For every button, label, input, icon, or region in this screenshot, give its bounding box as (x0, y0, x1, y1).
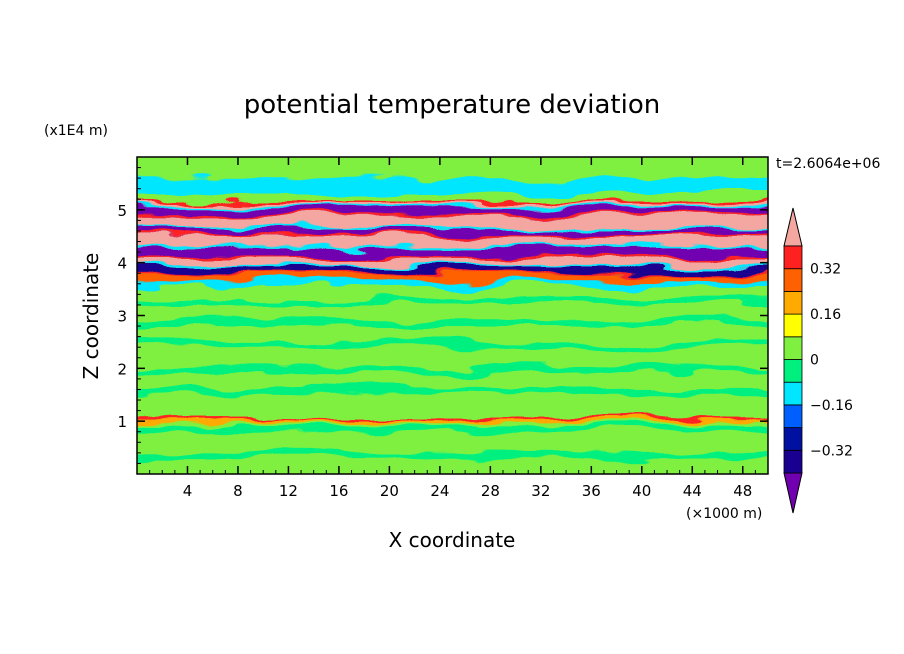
contour-region-low-0 (137, 451, 768, 459)
x-tick-label: 28 (481, 482, 500, 500)
colorbar-swatch (783, 449, 803, 474)
x-axis-label: X coordinate (389, 528, 516, 552)
colorbar-swatch (783, 336, 803, 360)
contour-band-edge-1 (137, 205, 768, 208)
contour-band-edge-9 (137, 417, 768, 420)
contour-region-low-4 (137, 340, 768, 348)
colorbar-swatch (783, 245, 803, 270)
colorbar-label: 0.32 (810, 262, 841, 278)
colorbar-under-arrow (783, 472, 803, 514)
x-tick-label: 16 (329, 482, 348, 500)
colorbar-swatch (783, 359, 803, 383)
time-label: t=2.6064e+06 (776, 156, 880, 172)
contour-band-edge-4 (137, 234, 768, 237)
contour-band-edge-8 (137, 273, 768, 276)
colorbar-swatch (783, 268, 803, 292)
contour-band-edge-6 (137, 255, 768, 258)
colorbar-label: −0.32 (810, 443, 853, 459)
x-tick-label: 44 (683, 482, 702, 500)
contour-region-low-2 (137, 388, 768, 395)
contour-band-9 (137, 419, 768, 423)
x-tick-label: 8 (233, 482, 243, 500)
plot-area (137, 157, 768, 474)
contour-band-8 (137, 275, 768, 282)
contour-band-edge-7 (137, 264, 768, 267)
chart-title: potential temperature deviation (244, 90, 660, 120)
y-unit-label: (x1E4 m) (44, 123, 108, 139)
contour-region-1 (137, 286, 768, 422)
colorbar-label: 0.16 (810, 307, 841, 323)
contour-region-low-5 (137, 319, 768, 327)
x-unit-label: (×1000 m) (686, 506, 762, 522)
contour-band-5 (137, 246, 768, 258)
colorbar-swatch (783, 404, 803, 428)
colorbar-swatch (783, 427, 803, 451)
x-tick-label: 4 (183, 482, 193, 500)
colorbar-over-arrow (783, 207, 803, 247)
contour-band-3 (137, 229, 768, 238)
contour-band-4 (137, 236, 768, 247)
y-axis-label: Z coordinate (79, 253, 103, 380)
x-tick-label: 36 (582, 482, 601, 500)
contour-band-6 (137, 257, 768, 268)
y-tick-label: 3 (117, 308, 127, 326)
contour-band-1 (137, 207, 768, 218)
x-tick-label: 24 (430, 482, 449, 500)
contour-band-edge-5 (137, 244, 768, 247)
colorbar: 0.32 0.16 0 −0.16 −0.32 (783, 207, 853, 514)
contour-band-edge-3 (137, 227, 768, 230)
x-tick-label: 48 (733, 482, 752, 500)
contour-band-2 (137, 216, 768, 230)
contour-region-low-3 (137, 367, 768, 374)
y-tick-label: 4 (117, 255, 127, 273)
contour-fill (137, 157, 768, 474)
contour-region-2 (137, 277, 768, 287)
contour-region-4 (137, 178, 768, 194)
y-axis: 1 2 3 4 5 (117, 167, 768, 464)
colorbar-swatch (783, 381, 803, 406)
contour-region-low-1 (137, 425, 768, 432)
x-axis: 4 8 12 16 20 24 28 32 36 40 44 48 (149, 157, 756, 500)
x-tick-label: 40 (632, 482, 651, 500)
colorbar-swatch (783, 290, 803, 315)
colorbar-label: 0 (810, 353, 819, 369)
x-tick-label: 20 (380, 482, 399, 500)
x-tick-label: 32 (531, 482, 550, 500)
contour-band-7 (137, 266, 768, 275)
colorbar-swatch (783, 313, 803, 338)
y-tick-label: 2 (117, 360, 127, 378)
x-tick-label: 12 (279, 482, 298, 500)
contour-region-low-6 (137, 298, 768, 305)
contour-region-5 (137, 157, 768, 179)
colorbar-label: −0.16 (810, 398, 853, 414)
y-tick-label: 5 (117, 202, 127, 220)
y-tick-label: 1 (117, 413, 127, 431)
contour-band-edge-2 (137, 214, 768, 217)
contour-band-edge-0 (137, 200, 768, 203)
